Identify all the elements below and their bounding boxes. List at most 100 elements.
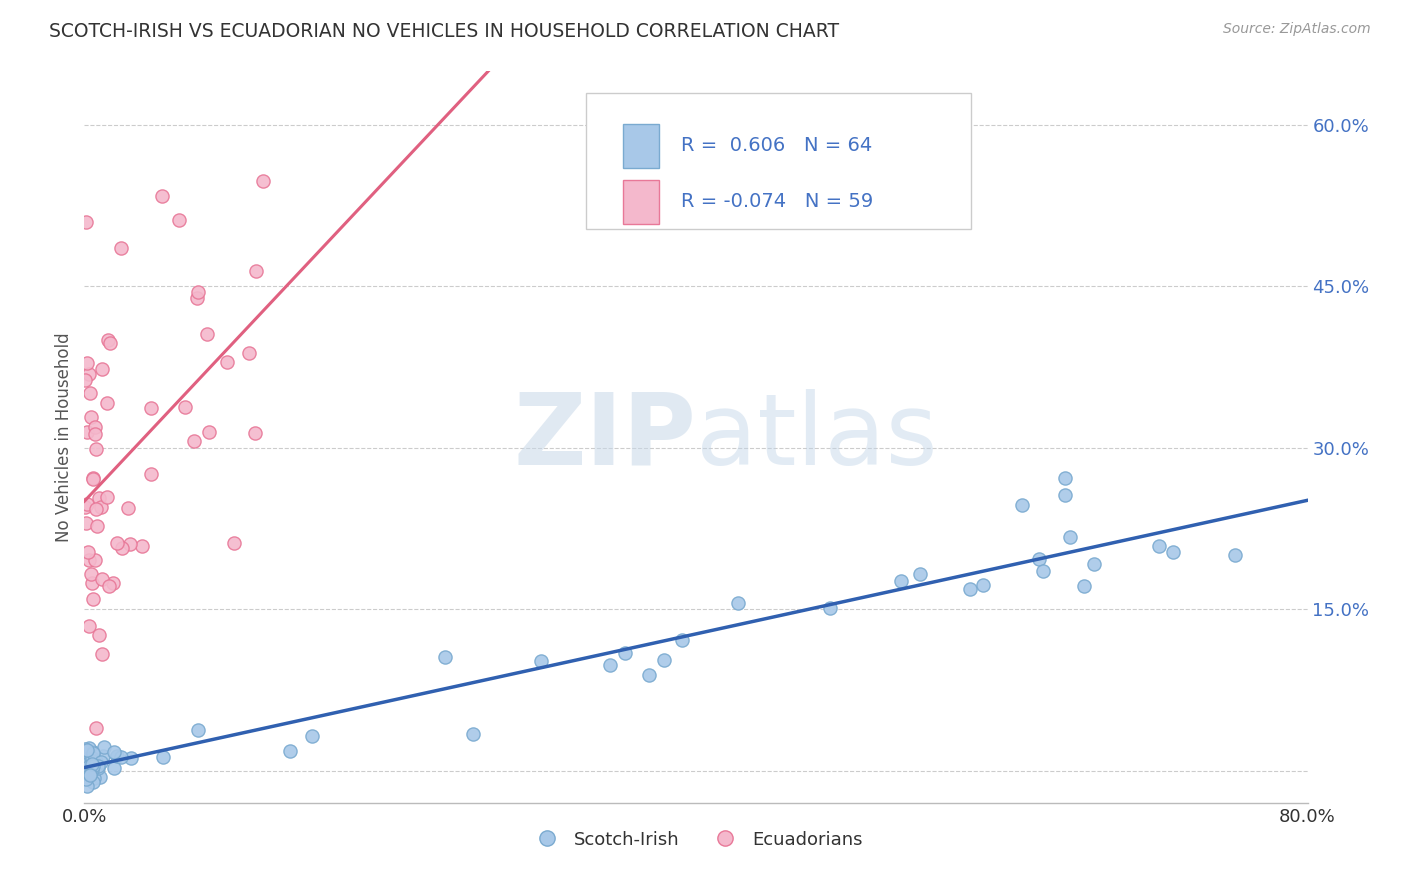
Point: [77, 553, 100, 567]
Point: [139, 467, 162, 482]
FancyBboxPatch shape: [586, 94, 972, 228]
Point: [82, 775, 104, 789]
Point: [76, 743, 98, 757]
Point: [83, 427, 105, 442]
Point: [75, 500, 97, 514]
Point: [110, 749, 132, 764]
Point: [87, 628, 110, 642]
Y-axis label: No Vehicles in Household: No Vehicles in Household: [55, 332, 73, 542]
Point: [89, 770, 111, 784]
Point: [79, 761, 101, 775]
Point: [103, 745, 125, 759]
Point: [186, 723, 208, 738]
Point: [76, 356, 98, 370]
Point: [1073, 579, 1095, 593]
Text: R =  0.606   N = 64: R = 0.606 N = 64: [682, 136, 873, 155]
Point: [280, 743, 302, 757]
Point: [652, 653, 675, 667]
Point: [110, 241, 132, 255]
Point: [93, 740, 115, 755]
Point: [463, 726, 485, 740]
Point: [1149, 539, 1171, 553]
Point: [82, 472, 104, 486]
Point: [75, 769, 97, 783]
Point: [614, 646, 637, 660]
Point: [84, 442, 107, 456]
Point: [82, 756, 104, 771]
Point: [77, 368, 100, 382]
Point: [245, 426, 267, 441]
Point: [120, 536, 142, 550]
Point: [98, 336, 121, 351]
Point: [972, 577, 994, 591]
Point: [84, 721, 107, 735]
Point: [959, 582, 981, 596]
Point: [79, 768, 101, 782]
Point: [90, 500, 112, 514]
Point: [433, 650, 456, 665]
Point: [90, 362, 112, 376]
Point: [186, 291, 208, 305]
Point: [103, 576, 125, 591]
Point: [87, 761, 110, 775]
Point: [105, 536, 128, 550]
Point: [111, 541, 134, 555]
Point: [96, 490, 118, 504]
Point: [75, 516, 97, 531]
Point: [727, 596, 749, 610]
Point: [1054, 488, 1077, 502]
Text: ZIP: ZIP: [513, 389, 696, 485]
Point: [82, 591, 104, 606]
Point: [84, 755, 107, 769]
Point: [131, 539, 153, 553]
Point: [83, 771, 105, 785]
Point: [80, 566, 103, 581]
Point: [76, 545, 98, 559]
Point: [1032, 564, 1054, 578]
Point: [75, 744, 97, 758]
Point: [215, 355, 238, 369]
Point: [83, 755, 105, 769]
Point: [1011, 498, 1033, 512]
Point: [245, 264, 267, 278]
Point: [77, 764, 100, 778]
Point: [80, 750, 103, 764]
Point: [1028, 551, 1050, 566]
Point: [82, 758, 104, 772]
Point: [80, 409, 103, 424]
Point: [80, 576, 103, 591]
Point: [84, 419, 107, 434]
Point: [908, 567, 931, 582]
Point: [86, 502, 108, 516]
Point: [187, 285, 209, 299]
Point: [238, 346, 260, 360]
Point: [1161, 545, 1184, 559]
Point: [1053, 471, 1076, 485]
Text: Source: ZipAtlas.com: Source: ZipAtlas.com: [1223, 22, 1371, 37]
Point: [890, 574, 912, 589]
Point: [301, 729, 323, 743]
Point: [76, 497, 98, 511]
Point: [75, 215, 97, 229]
Point: [98, 579, 121, 593]
Point: [224, 536, 246, 550]
Point: [86, 519, 108, 533]
Point: [97, 333, 120, 347]
Point: [105, 749, 128, 764]
Point: [82, 746, 104, 760]
Point: [173, 400, 195, 414]
Point: [1223, 549, 1246, 563]
Point: [103, 761, 125, 775]
Bar: [623, 180, 659, 224]
Point: [638, 667, 661, 681]
Bar: [623, 124, 659, 168]
Point: [82, 471, 104, 485]
Point: [91, 648, 114, 662]
Point: [150, 189, 173, 203]
Point: [599, 658, 621, 673]
Point: [80, 763, 103, 777]
Text: atlas: atlas: [696, 389, 938, 485]
Point: [195, 327, 218, 342]
Point: [76, 760, 98, 774]
Point: [79, 386, 101, 401]
